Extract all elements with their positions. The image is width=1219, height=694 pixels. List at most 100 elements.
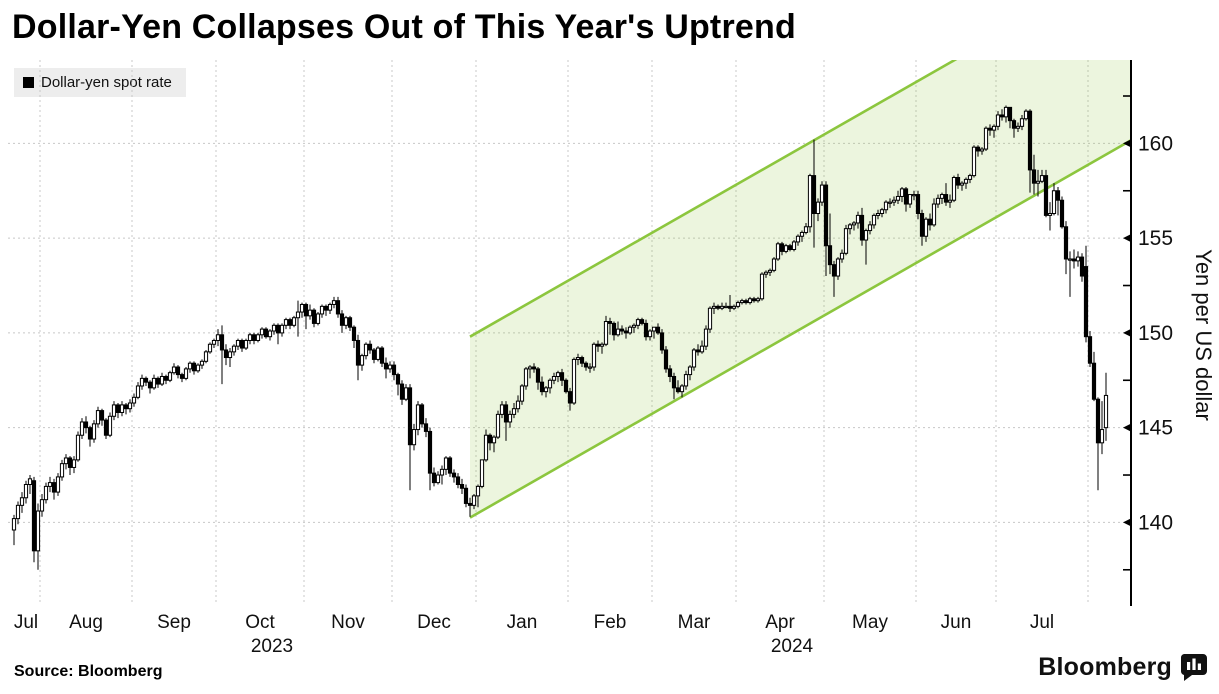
candle-body: [259, 328, 265, 336]
month-label: Jan: [507, 612, 538, 633]
candle-body: [511, 408, 517, 415]
candle-body: [979, 148, 985, 152]
y-major-tick-arrow: [1123, 139, 1131, 148]
year-label: 2024: [771, 636, 814, 657]
candle-body: [223, 349, 229, 359]
month-label: May: [852, 612, 888, 633]
candle-body: [215, 334, 221, 341]
candle-body: [495, 413, 501, 438]
candle-body: [819, 184, 825, 203]
candle-body: [759, 273, 765, 300]
candle-body: [507, 413, 513, 423]
month-label: Mar: [678, 612, 711, 633]
candle-body: [663, 349, 669, 370]
candle-body: [907, 194, 913, 205]
candle-body: [251, 334, 257, 341]
candle-body: [367, 343, 373, 351]
candle-body: [159, 375, 165, 385]
candle-body: [431, 472, 437, 484]
candle-body: [919, 213, 925, 237]
candle-body: [491, 436, 497, 444]
candle-body: [15, 504, 21, 520]
candle-body: [939, 194, 945, 199]
candle-body: [971, 146, 977, 177]
candle-body: [671, 375, 677, 389]
candle-body: [99, 410, 105, 421]
candle-body: [35, 510, 41, 552]
candle-body: [667, 368, 673, 377]
candle-body: [291, 317, 297, 326]
candle-body: [783, 245, 789, 252]
candle-body: [715, 305, 721, 309]
candle-body: [131, 396, 137, 404]
candle-body: [1003, 106, 1009, 118]
month-label: Nov: [331, 612, 365, 633]
candle-body: [575, 357, 581, 360]
candle-body: [475, 485, 481, 497]
candle-body: [379, 347, 385, 364]
candle-body: [383, 362, 389, 370]
candle-body: [263, 328, 269, 338]
candle-body: [327, 303, 333, 311]
candle-body: [1007, 106, 1013, 122]
candle-body: [887, 201, 893, 204]
candle-body: [811, 175, 817, 215]
candle-body: [515, 400, 521, 410]
candle-body: [191, 362, 197, 372]
candle-body: [435, 474, 441, 484]
candle-body: [199, 360, 205, 366]
candle-body: [331, 300, 337, 305]
candle-body: [847, 224, 853, 230]
month-label: Jul: [1030, 612, 1054, 633]
candle-body: [1091, 362, 1097, 400]
candle-body: [75, 434, 81, 461]
source-attribution: Source: Bloomberg: [14, 663, 163, 680]
candle-body: [923, 218, 929, 237]
month-label: Dec: [417, 612, 451, 633]
candle-body: [1083, 266, 1089, 338]
candle-body: [1023, 110, 1029, 120]
candle-body: [655, 326, 661, 334]
candle-body: [187, 362, 193, 370]
candle-body: [111, 404, 117, 417]
candle-body: [543, 387, 549, 393]
bloomberg-mark-icon: [1181, 654, 1207, 681]
candle-body: [551, 375, 557, 381]
candle-body: [679, 385, 685, 393]
candle-body: [631, 324, 637, 328]
candle-body: [607, 321, 613, 324]
candle-body: [307, 309, 313, 317]
candle-body: [755, 298, 761, 302]
candle-body: [467, 502, 473, 506]
candle-body: [523, 368, 529, 387]
candle-body: [719, 305, 725, 309]
candle-body: [255, 334, 261, 341]
candle-body: [803, 226, 809, 233]
candle-body: [815, 201, 821, 215]
candle-body: [735, 302, 741, 307]
candle-body: [1095, 398, 1101, 444]
candle-body: [235, 339, 241, 347]
candle-body: [1063, 226, 1069, 260]
candle-body: [295, 311, 301, 319]
candle-body: [299, 303, 305, 313]
month-label: Jul: [14, 612, 38, 633]
candle-body: [47, 482, 53, 487]
candle-body: [135, 385, 141, 398]
candle-body: [123, 404, 129, 410]
candle-body: [1019, 118, 1025, 127]
candle-body: [571, 358, 577, 404]
candle-body: [599, 343, 605, 347]
candle-body: [931, 203, 937, 226]
candle-body: [27, 478, 33, 486]
candle-body: [863, 230, 869, 241]
candle-body: [143, 377, 149, 383]
candle-body: [79, 421, 85, 436]
candle-body: [775, 243, 781, 260]
candle-body: [339, 313, 345, 326]
candle-body: [943, 194, 949, 203]
candle-body: [935, 197, 941, 205]
candle-body: [699, 345, 705, 353]
legend-label: Dollar-yen spot rate: [41, 74, 172, 91]
